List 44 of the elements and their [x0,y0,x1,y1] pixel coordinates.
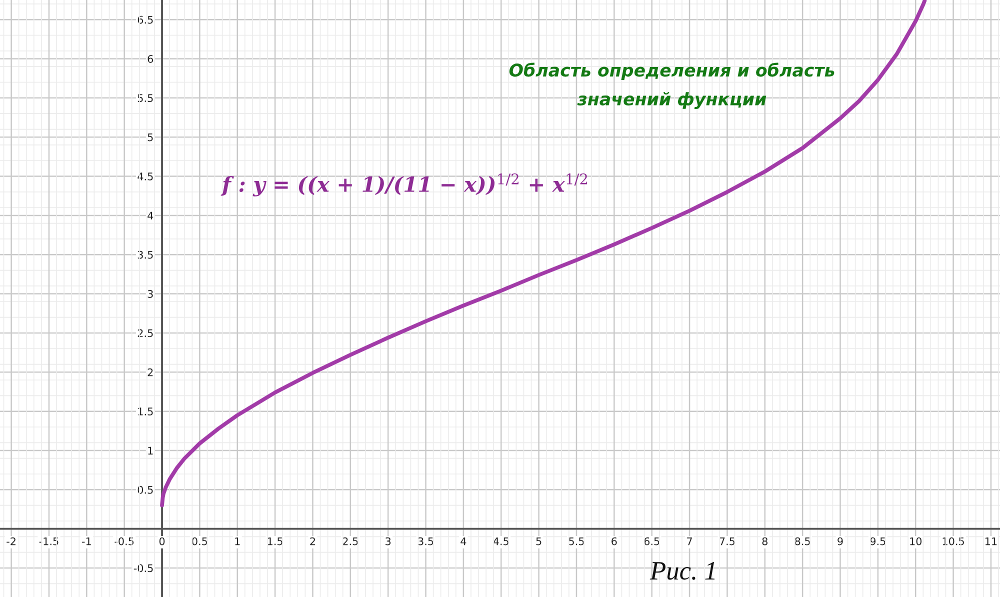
x-tick-label: 7 [687,537,692,546]
x-tick-label: 6.5 [644,537,660,546]
x-tick-label: 9.5 [870,537,886,546]
y-tick-label: 0.5 [138,486,153,494]
y-tick-label: 3.5 [138,250,153,259]
text: Область определения и область значений функции [509,62,834,110]
y-tick-label: 4.5 [138,172,153,180]
x-tick-label: 5.5 [569,537,584,546]
x-tick-label: 0 [159,537,165,546]
x-tick-label: -0.5 [114,537,134,546]
x-tick-label: 11 [985,537,997,546]
x-tick-label: 8.5 [794,537,810,546]
x-tick-label: 6 [612,537,617,546]
annotation: Рис. 1 [650,562,715,580]
y-tick-label: 5 [148,133,153,142]
x-tick-label: -1 [82,537,91,546]
x-tick-label: 4.5 [493,537,509,546]
y-tick-label: 1 [148,446,153,454]
y-tick-label: 1.5 [138,408,153,416]
x-tick-label: 7.5 [720,537,735,546]
x-tick-label: 2.5 [342,537,358,546]
x-tick-label: 2 [310,537,316,546]
line-series [160,0,927,508]
y-tick-label: 6 [148,54,154,63]
y-tick-label: 2.5 [138,329,153,338]
y-tick-label: 5.5 [138,94,153,102]
x-tick-label: 8 [762,537,768,546]
y-tick-label: -0.5 [134,564,153,572]
x-tick-label: -2 [6,537,16,546]
x-tick-label: 4 [460,537,466,546]
x-tick-label: 1 [235,537,240,546]
x-tick-label: 9 [838,537,843,546]
annotation: f : y = ((x + 1)/(11 − x))$^{1/2}$ + x$^{1/2}$ [220,173,588,196]
y-tick-label: 2 [148,368,153,376]
x-tick-label: 3.5 [418,537,434,546]
x-tick-label: 3 [386,537,391,546]
y-tick-label: 4 [148,212,154,220]
y-tick-label: 3 [148,290,153,298]
x-tick-label: 0.5 [192,537,208,546]
x-tick-label: 10 [910,537,922,546]
x-tick-label: 10.5 [942,537,964,546]
x-tick-label: -1.5 [39,537,58,546]
x-tick-label: 5 [536,537,542,546]
x-tick-label: 1.5 [268,537,282,546]
